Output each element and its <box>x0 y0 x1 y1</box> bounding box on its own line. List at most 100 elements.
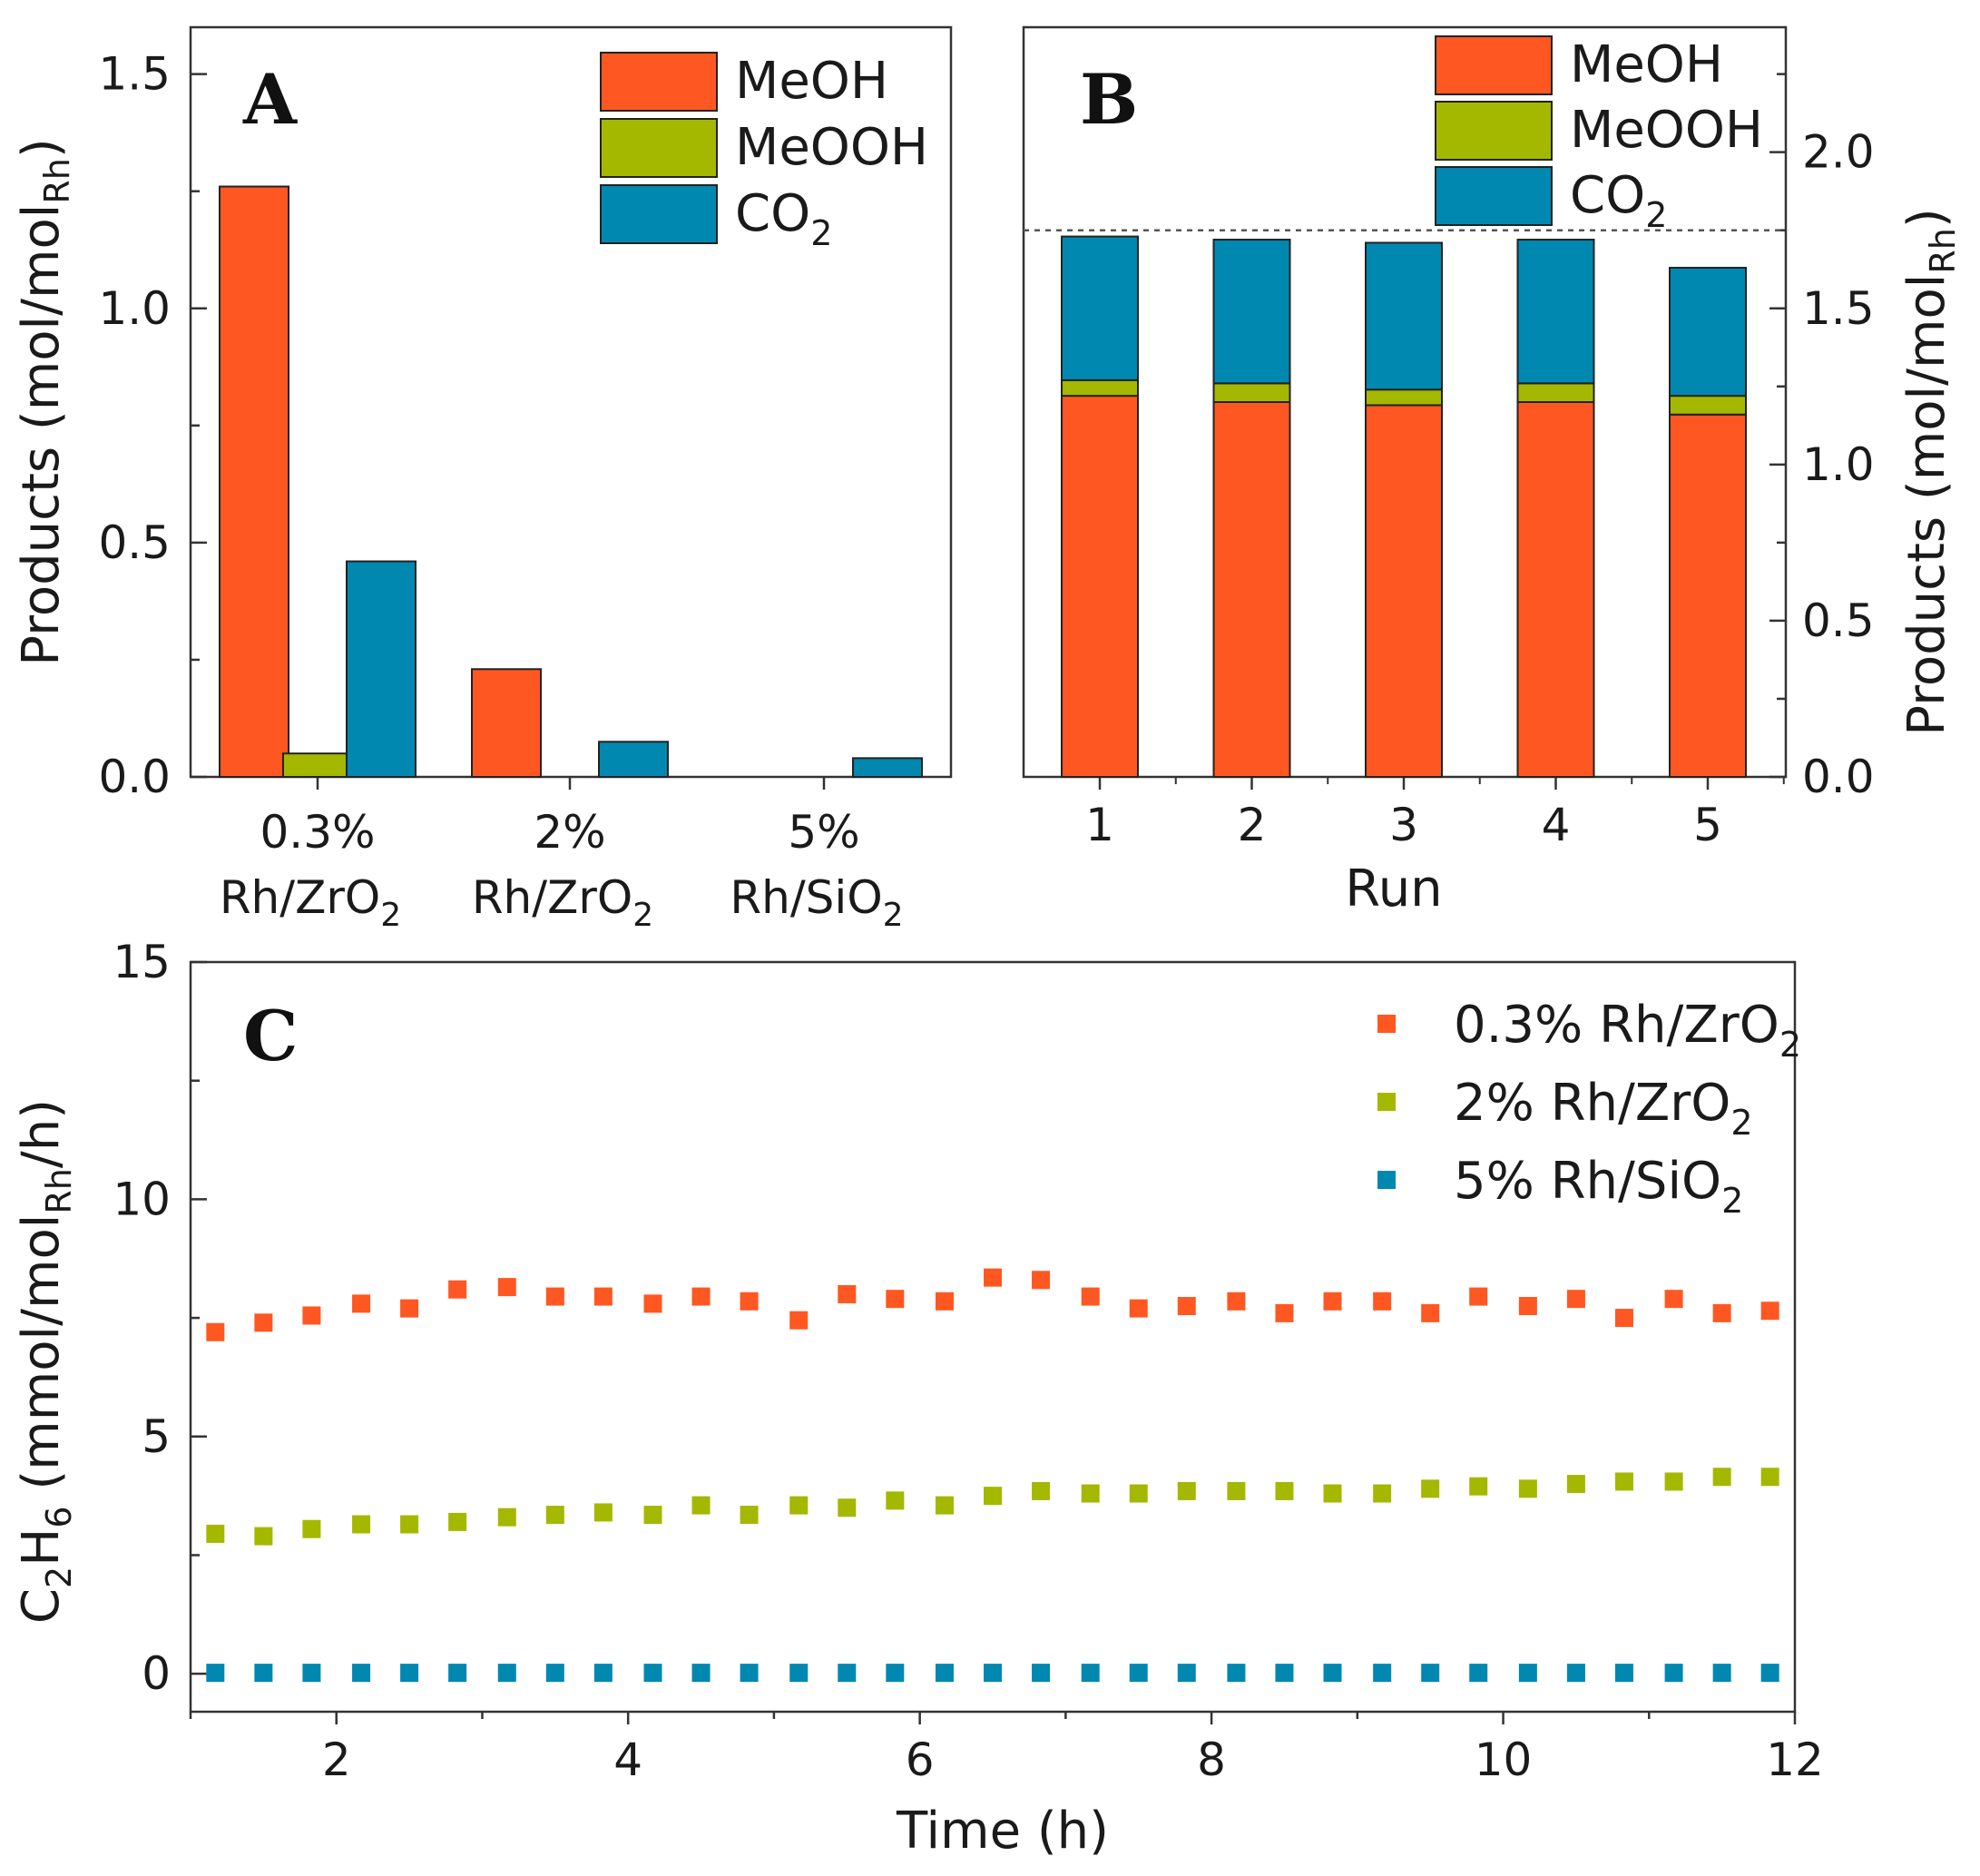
panel-c-legend: 0.3% Rh/ZrO22% Rh/ZrO25% Rh/SiO2 <box>1377 996 1801 1221</box>
data-point <box>1665 1290 1683 1308</box>
data-point <box>838 1285 856 1303</box>
x-tick-label: 5% <box>788 806 859 859</box>
data-point <box>594 1288 613 1306</box>
y-tick-label: 1.0 <box>98 282 171 335</box>
panel-c-x-axis-title: Time (h) <box>896 1802 1109 1861</box>
legend-marker <box>1377 1171 1396 1189</box>
data-point <box>692 1497 711 1515</box>
data-point <box>936 1292 954 1311</box>
x-tick-label: Rh/ZrO2 <box>472 871 653 934</box>
bar-segment-co2 <box>1670 268 1746 396</box>
y-tick-label: 0 <box>142 1647 171 1700</box>
panel-c-points <box>206 1269 1779 1682</box>
data-point <box>1519 1664 1537 1682</box>
data-point <box>498 1278 516 1296</box>
data-point <box>1275 1664 1293 1682</box>
legend-label-co2: CO2 <box>1570 166 1667 235</box>
panel-a: 0.0 0.5 1.0 1.5 0.3% Rh/ZrO2 2% Rh/ZrO2 5% Rh/SiO… <box>12 27 951 934</box>
x-tick-label: 5 <box>1693 799 1722 851</box>
y-tick-label: 1.5 <box>98 48 171 101</box>
data-point <box>1275 1482 1293 1500</box>
panel-b: 0.00.51.01.52.01 2 3 4 5 MeOHMeOOHCO2 B Run … <box>1024 27 1963 918</box>
panel-a-y-axis-title: Products (mol/molRh) <box>12 138 77 665</box>
legend-swatch-meoh <box>601 53 717 111</box>
legend-label-meooh: MeOOH <box>735 118 928 177</box>
data-point <box>1373 1485 1391 1503</box>
legend-label-meoh: MeOH <box>1570 35 1723 94</box>
data-point <box>984 1487 1002 1505</box>
data-point <box>1469 1288 1487 1306</box>
data-point <box>1713 1468 1731 1486</box>
data-point <box>886 1664 904 1682</box>
data-point <box>984 1269 1002 1287</box>
data-point <box>1761 1468 1779 1486</box>
data-point <box>838 1664 856 1682</box>
data-point <box>302 1664 320 1682</box>
data-point <box>594 1503 613 1521</box>
data-point <box>546 1664 564 1682</box>
bar-segment-meoh <box>1670 415 1746 777</box>
y-tick-label: 0.5 <box>98 516 171 569</box>
x-tick-label: 4 <box>613 1734 642 1786</box>
data-point <box>1567 1475 1585 1493</box>
data-point <box>789 1497 808 1515</box>
bar-segment-meooh <box>1518 383 1594 402</box>
legend-label-co2: CO2 <box>735 184 832 253</box>
data-point <box>1421 1664 1439 1682</box>
bar-co2 <box>347 562 416 777</box>
data-point <box>644 1294 662 1312</box>
data-point <box>1275 1304 1293 1322</box>
data-point <box>1761 1664 1779 1682</box>
data-point <box>448 1513 466 1531</box>
legend-label: 0.3% Rh/ZrO2 <box>1454 996 1801 1065</box>
y-tick-label: 15 <box>113 936 171 988</box>
data-point <box>498 1508 516 1527</box>
data-point <box>1082 1485 1100 1503</box>
legend-label-meoh: MeOH <box>735 52 888 111</box>
data-point <box>594 1664 613 1682</box>
bar-segment-meoh <box>1062 396 1138 777</box>
figure: 0.00.51.01.50.3%Rh/ZrO22%Rh/ZrO25%Rh/SiO… <box>0 0 1980 1876</box>
x-tick-label: 2 <box>322 1734 351 1786</box>
x-tick-label: 1 <box>1085 799 1114 851</box>
data-point <box>692 1664 711 1682</box>
data-point <box>1178 1482 1196 1500</box>
data-point <box>1665 1472 1683 1490</box>
data-point <box>1032 1271 1050 1289</box>
data-point <box>1421 1479 1439 1498</box>
bar-segment-meooh <box>1214 383 1290 402</box>
x-tick-label: Rh/ZrO2 <box>220 871 401 934</box>
bar-segment-meooh <box>1670 396 1746 415</box>
data-point <box>692 1288 711 1306</box>
data-point <box>1130 1300 1148 1318</box>
bar-segment-meooh <box>1062 380 1138 396</box>
data-point <box>1567 1664 1585 1682</box>
legend-marker <box>1377 1093 1396 1111</box>
data-point <box>1615 1664 1633 1682</box>
data-point <box>352 1664 370 1682</box>
data-point <box>1469 1478 1487 1496</box>
data-point <box>644 1506 662 1524</box>
bar-segment-meooh <box>1366 389 1442 405</box>
legend-swatch-meooh <box>1436 102 1552 160</box>
data-point <box>352 1294 370 1312</box>
data-point <box>1519 1479 1537 1498</box>
data-point <box>1615 1472 1633 1490</box>
x-tick-label: 4 <box>1542 799 1571 851</box>
data-point <box>1032 1664 1050 1682</box>
data-point <box>740 1664 759 1682</box>
y-tick-label: 0.5 <box>1802 594 1875 647</box>
bar-segment-co2 <box>1214 240 1290 383</box>
panel-a-legend: MeOH MeOOH CO2 <box>601 52 928 253</box>
x-tick-label: Rh/SiO2 <box>730 871 903 934</box>
legend-label: 5% Rh/SiO2 <box>1454 1152 1743 1221</box>
data-point <box>936 1497 954 1515</box>
data-point <box>1323 1292 1341 1311</box>
data-point <box>740 1292 759 1311</box>
panel-b-legend: MeOH MeOOH CO2 <box>1436 35 1763 235</box>
data-point <box>546 1288 564 1306</box>
legend-label-meooh: MeOOH <box>1570 101 1763 160</box>
data-point <box>1519 1297 1537 1315</box>
data-point <box>1082 1664 1100 1682</box>
data-point <box>302 1306 320 1324</box>
